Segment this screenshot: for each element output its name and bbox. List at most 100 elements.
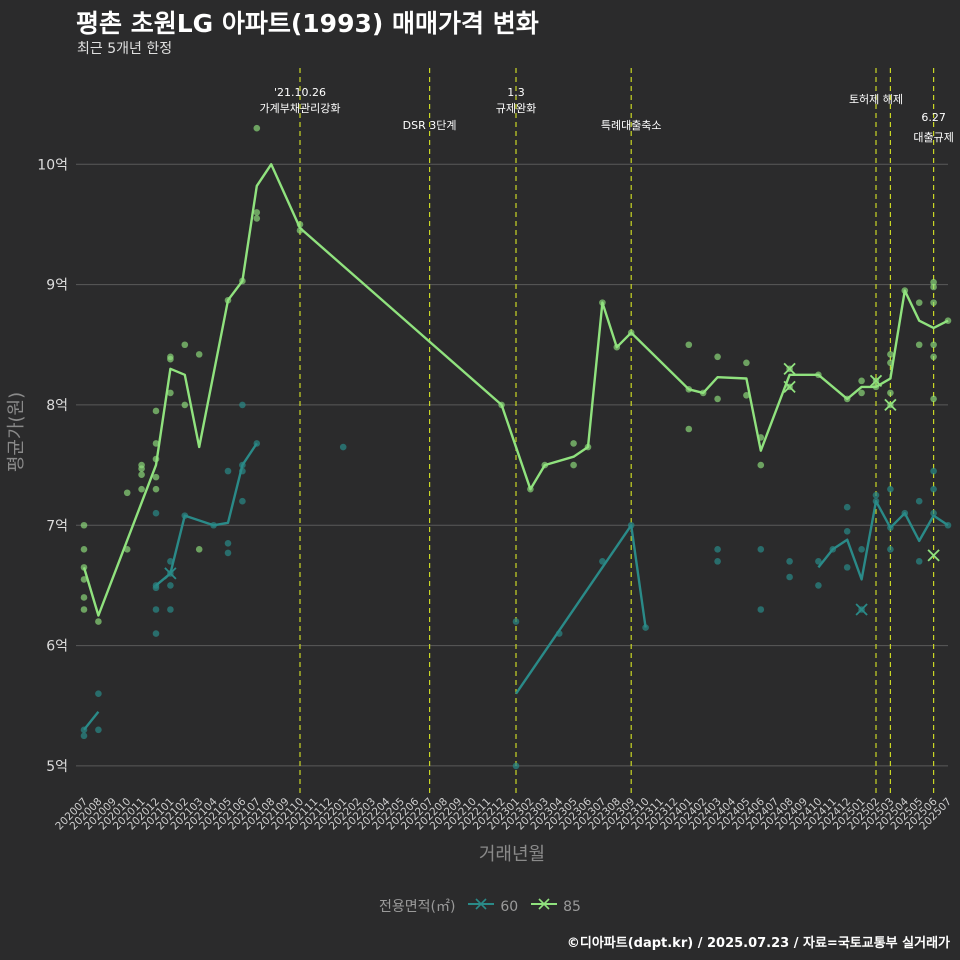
event-label-text: DSR 3단계 <box>403 119 457 132</box>
data-point-60 <box>858 546 865 553</box>
data-point-60 <box>152 584 160 592</box>
event-label-date: 1.3 <box>507 86 525 99</box>
data-point-85 <box>167 389 174 397</box>
data-point-60 <box>714 546 721 553</box>
data-point-60 <box>843 527 851 535</box>
data-point-85 <box>123 489 131 497</box>
series-line-85 <box>82 163 949 617</box>
event-label-text: 대출규제 <box>913 131 953 144</box>
data-point-85 <box>80 546 88 553</box>
data-point-85 <box>930 283 937 291</box>
legend-item-85: 85 <box>529 897 581 915</box>
data-point-85 <box>930 395 937 403</box>
event-label-text: 토허제 해제 <box>849 92 903 106</box>
x-axis-label: 거래년월 <box>479 844 545 865</box>
legend: 전용면적(㎡) 60 85 <box>0 896 960 916</box>
data-point-60 <box>714 558 721 565</box>
y-tick-label: 6억 <box>46 639 68 655</box>
data-point-60 <box>930 485 937 493</box>
chart-title: 평촌 초원LG 아파트(1993) 매매가격 변화 <box>76 9 539 38</box>
data-point-85 <box>930 341 937 349</box>
data-point-85 <box>152 473 160 481</box>
cancel-marker-85 <box>783 362 796 375</box>
data-point-60 <box>915 497 923 505</box>
data-point-85 <box>253 209 261 216</box>
data-point-85 <box>915 341 923 349</box>
data-point-85 <box>743 359 750 367</box>
data-point-60 <box>95 690 102 698</box>
data-point-85 <box>714 353 721 361</box>
data-point-85 <box>887 351 894 358</box>
data-point-60 <box>843 564 851 571</box>
chart-subtitle: 최근 5개년 한정 <box>77 41 173 57</box>
y-tick-label: 9억 <box>46 278 68 294</box>
data-point-85 <box>858 377 865 385</box>
data-point-85 <box>80 606 88 613</box>
data-point-85 <box>152 407 160 415</box>
data-point-60 <box>512 762 520 770</box>
y-tick-label: 10억 <box>37 157 68 173</box>
data-point-85 <box>138 465 145 473</box>
data-point-85 <box>743 391 750 399</box>
data-point-85 <box>757 461 765 469</box>
data-point-60 <box>152 606 160 613</box>
event-label-text: 특례대출축소 <box>601 119 662 132</box>
data-point-85 <box>915 299 923 306</box>
legend-title: 전용면적(㎡) <box>379 899 456 915</box>
cancel-marker-60 <box>164 567 177 580</box>
data-point-85 <box>95 618 102 625</box>
data-point-60 <box>224 467 232 475</box>
data-point-60 <box>915 558 923 565</box>
legend-label-85: 85 <box>563 899 581 915</box>
cancel-marker-85 <box>927 549 940 562</box>
data-point-85 <box>685 341 693 349</box>
data-point-85 <box>152 440 160 447</box>
y-axis-label: 평균가(원) <box>6 392 27 472</box>
data-point-60 <box>887 485 894 493</box>
data-point-85 <box>138 471 145 479</box>
data-point-60 <box>757 546 765 553</box>
source-caption: ©디아파트(dapt.kr) / 2025.07.23 / 자료=국토교통부 실… <box>566 936 950 951</box>
data-point-85 <box>195 351 203 358</box>
data-point-85 <box>181 401 189 409</box>
data-point-85 <box>167 355 174 363</box>
data-point-60 <box>512 618 520 625</box>
data-point-60 <box>167 606 174 613</box>
event-label-date: 6.27 <box>921 111 946 124</box>
data-point-85 <box>253 215 261 222</box>
data-point-85 <box>80 576 88 583</box>
cancel-marker-60 <box>855 603 868 616</box>
legend-key-60 <box>467 898 494 910</box>
event-label-date: '21.10.26 <box>274 86 326 99</box>
data-point-60 <box>224 549 232 557</box>
data-point-60 <box>757 606 765 613</box>
data-point-60 <box>239 497 246 505</box>
data-point-60 <box>815 558 822 565</box>
data-point-85 <box>138 485 145 493</box>
data-point-85 <box>930 299 937 306</box>
data-point-60 <box>930 509 937 517</box>
data-point-60 <box>80 732 88 740</box>
data-point-60 <box>239 401 246 409</box>
data-point-60 <box>930 467 937 475</box>
data-point-60 <box>786 573 793 581</box>
data-point-85 <box>570 461 577 469</box>
data-point-60 <box>152 509 160 517</box>
y-tick-label: 5억 <box>46 759 68 775</box>
data-point-85 <box>930 353 937 361</box>
data-point-85 <box>887 389 894 397</box>
data-point-85 <box>195 546 203 553</box>
legend-key-85 <box>530 898 557 910</box>
event-label-text: 가계부채관리강화 <box>260 102 341 115</box>
event-label-text: 규제완화 <box>496 102 536 115</box>
data-point-85 <box>570 440 577 447</box>
data-point-85 <box>152 485 160 493</box>
data-point-60 <box>786 558 793 565</box>
data-point-60 <box>815 582 822 589</box>
data-point-85 <box>253 124 261 132</box>
data-point-60 <box>167 582 174 589</box>
cancel-marker-85 <box>783 380 796 394</box>
cancel-marker-85 <box>884 398 897 412</box>
data-point-60 <box>843 503 851 511</box>
